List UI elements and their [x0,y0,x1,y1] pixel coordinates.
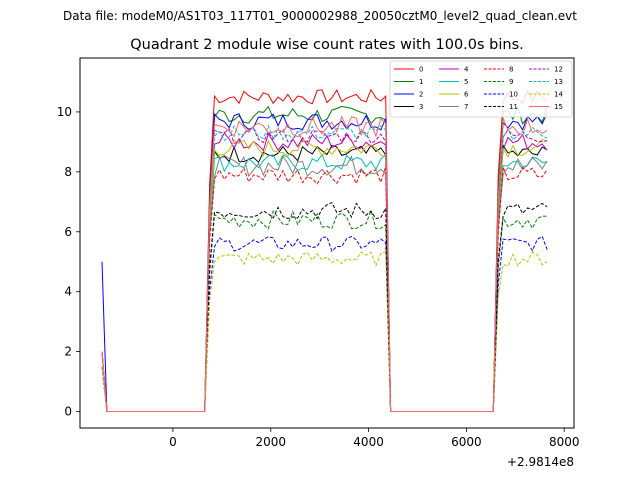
legend-label-9: 9 [509,78,513,86]
legend-label-0: 0 [419,66,423,74]
chart-title: Quadrant 2 module wise count rates with … [130,37,524,53]
plot-lines [101,88,548,412]
x-tick-label: 4000 [353,435,384,449]
legend-label-5: 5 [464,78,468,86]
legend-label-12: 12 [554,66,563,74]
series-line-0 [101,88,548,412]
legend-label-4: 4 [464,66,469,74]
series-line-9 [101,209,548,412]
legend-box [389,60,573,118]
x-axis: 0 2000 4000 6000 8000 [169,428,579,449]
series-line-11 [101,201,548,412]
x-tick-label: 8000 [549,435,580,449]
y-tick-label: 6 [64,225,72,239]
plot-frame [79,57,575,429]
legend-label-15: 15 [554,103,563,111]
series-line-14 [101,250,548,412]
y-tick-label: 8 [64,165,72,179]
legend-label-14: 14 [554,91,563,99]
legend-label-6: 6 [464,91,469,99]
x-tick-label: 6000 [451,435,482,449]
y-tick-label: 4 [64,285,72,299]
series-line-8 [101,166,548,412]
legend-label-7: 7 [464,103,468,111]
x-tick-label: 2000 [255,435,286,449]
y-tick-label: 0 [64,405,72,419]
series-line-12 [101,127,548,412]
y-tick-label: 2 [64,345,72,359]
series-line-7 [101,154,548,412]
y-axis: 0 2 4 6 8 10 [57,105,80,419]
legend-label-11: 11 [509,103,518,111]
suptitle: Data file: modeM0/AS1T03_117T01_90000029… [63,9,577,23]
x-tick-label: 0 [169,435,177,449]
series-line-5 [101,153,548,412]
series-line-13 [101,124,548,412]
legend-label-1: 1 [419,78,423,86]
legend-label-2: 2 [419,91,423,99]
legend-label-3: 3 [419,103,423,111]
legend-label-10: 10 [509,91,518,99]
series-line-3 [101,143,548,412]
series-line-6 [101,138,548,412]
y-tick-label: 10 [57,105,72,119]
series-line-4 [101,132,548,412]
x-offset-label: +2.9814e8 [507,455,574,469]
series-line-15 [101,115,548,412]
legend-label-13: 13 [554,78,563,86]
legend-label-8: 8 [509,66,513,74]
series-line-10 [101,235,548,412]
series-line-2 [101,112,548,412]
